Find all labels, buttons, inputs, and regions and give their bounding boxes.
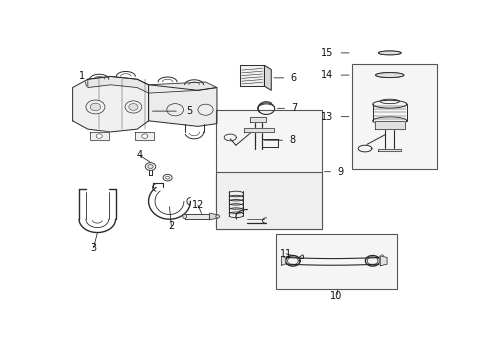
Bar <box>216 172 322 229</box>
Polygon shape <box>374 121 405 129</box>
Circle shape <box>145 163 156 170</box>
Text: 5: 5 <box>186 106 192 116</box>
Circle shape <box>142 134 148 138</box>
Text: 14: 14 <box>321 70 334 80</box>
Ellipse shape <box>378 51 401 55</box>
Text: 6: 6 <box>290 73 296 83</box>
Text: 12: 12 <box>192 201 204 210</box>
Polygon shape <box>185 214 209 219</box>
Bar <box>216 110 322 229</box>
Bar <box>352 64 437 169</box>
Bar <box>276 234 397 288</box>
Ellipse shape <box>375 73 404 77</box>
Circle shape <box>163 174 172 181</box>
Circle shape <box>90 103 100 111</box>
Circle shape <box>129 104 138 110</box>
Polygon shape <box>135 132 154 140</box>
Text: 11: 11 <box>280 249 292 259</box>
Polygon shape <box>90 132 109 140</box>
Text: 15: 15 <box>321 48 334 58</box>
Polygon shape <box>244 128 274 132</box>
Circle shape <box>96 134 102 138</box>
Polygon shape <box>250 117 267 122</box>
Circle shape <box>86 100 105 114</box>
Polygon shape <box>380 256 387 266</box>
Circle shape <box>148 165 153 168</box>
Polygon shape <box>378 149 401 151</box>
Text: 8: 8 <box>290 135 296 145</box>
Text: 2: 2 <box>168 221 174 231</box>
Polygon shape <box>73 76 148 132</box>
Polygon shape <box>240 66 265 86</box>
Text: 3: 3 <box>91 243 97 253</box>
Ellipse shape <box>183 214 187 219</box>
Text: 7: 7 <box>291 103 297 113</box>
Polygon shape <box>209 213 218 220</box>
Circle shape <box>167 104 184 116</box>
Polygon shape <box>281 256 285 265</box>
Text: 9: 9 <box>337 167 343 177</box>
Text: 1: 1 <box>79 71 85 81</box>
Polygon shape <box>148 85 217 126</box>
Text: 10: 10 <box>330 291 343 301</box>
Polygon shape <box>88 76 217 93</box>
Circle shape <box>166 176 170 179</box>
Text: 4: 4 <box>137 150 143 161</box>
Polygon shape <box>265 66 271 90</box>
Circle shape <box>198 104 213 115</box>
Ellipse shape <box>216 215 220 218</box>
Text: 13: 13 <box>321 112 334 122</box>
Circle shape <box>125 101 142 113</box>
